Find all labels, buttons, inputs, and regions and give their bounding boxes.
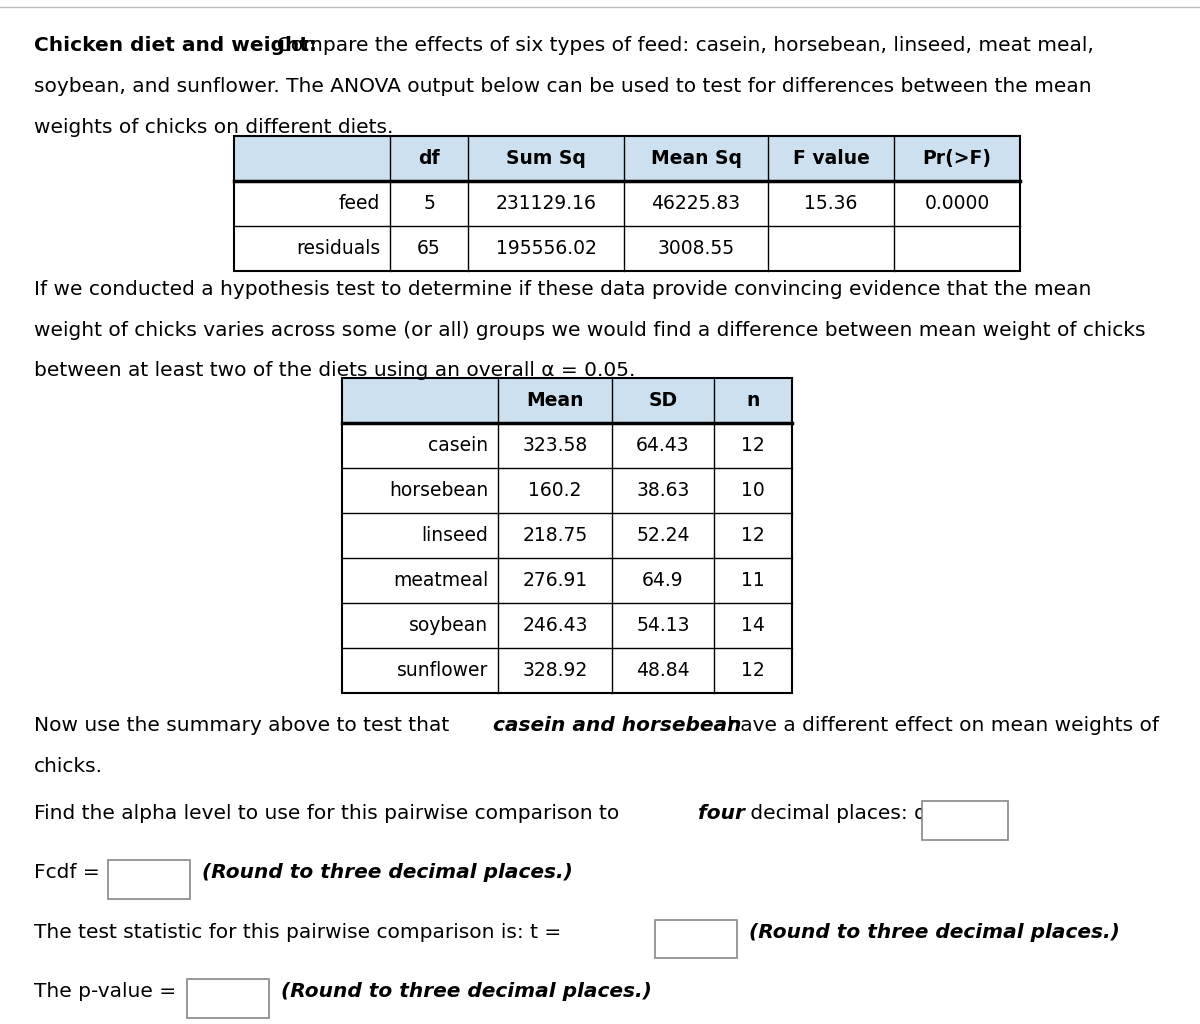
Text: SD: SD — [648, 391, 678, 410]
Text: 0.0000: 0.0000 — [924, 195, 990, 213]
Text: 12: 12 — [742, 662, 764, 680]
Text: decimal places: α =: decimal places: α = — [744, 804, 950, 823]
Text: 14: 14 — [742, 616, 764, 635]
Text: Now use the summary above to test that: Now use the summary above to test that — [34, 716, 455, 735]
Text: (Round to three decimal places.): (Round to three decimal places.) — [749, 923, 1120, 942]
Text: Mean Sq: Mean Sq — [650, 150, 742, 168]
Text: 5: 5 — [424, 195, 434, 213]
Text: weight of chicks varies across some (or all) groups we would find a difference b: weight of chicks varies across some (or … — [34, 321, 1145, 340]
Text: 12: 12 — [742, 526, 764, 545]
Text: 195556.02: 195556.02 — [496, 240, 596, 258]
Text: Compare the effects of six types of feed: casein, horsebean, linseed, meat meal,: Compare the effects of six types of feed… — [264, 36, 1094, 55]
Text: 48.84: 48.84 — [636, 662, 690, 680]
Text: Chicken diet and weight:: Chicken diet and weight: — [34, 36, 317, 55]
Text: 11: 11 — [742, 571, 764, 590]
Text: feed: feed — [340, 195, 380, 213]
Bar — [234, 136, 1020, 271]
FancyBboxPatch shape — [342, 378, 792, 423]
Text: Find the alpha level to use for this pairwise comparison to: Find the alpha level to use for this pai… — [34, 804, 625, 823]
Text: casein and horsebean: casein and horsebean — [493, 716, 742, 735]
Text: have a different effect on mean weights of: have a different effect on mean weights … — [721, 716, 1159, 735]
Text: The test statistic for this pairwise comparison is: t =: The test statistic for this pairwise com… — [34, 923, 568, 942]
Text: (Round to three decimal places.): (Round to three decimal places.) — [281, 982, 652, 1001]
FancyBboxPatch shape — [922, 801, 1008, 840]
Text: (Round to three decimal places.): (Round to three decimal places.) — [202, 863, 572, 883]
Text: 231129.16: 231129.16 — [496, 195, 596, 213]
FancyBboxPatch shape — [655, 920, 737, 958]
Text: 38.63: 38.63 — [636, 481, 690, 500]
FancyBboxPatch shape — [108, 860, 190, 899]
Text: residuals: residuals — [296, 240, 380, 258]
Text: 15.36: 15.36 — [804, 195, 858, 213]
Bar — [342, 378, 792, 693]
Text: 52.24: 52.24 — [636, 526, 690, 545]
Text: 323.58: 323.58 — [522, 436, 588, 455]
FancyBboxPatch shape — [187, 979, 269, 1018]
Text: four: four — [698, 804, 745, 823]
Text: meatmeal: meatmeal — [394, 571, 488, 590]
Text: 246.43: 246.43 — [522, 616, 588, 635]
Text: 54.13: 54.13 — [636, 616, 690, 635]
Text: chicks.: chicks. — [34, 757, 103, 776]
Text: 64.9: 64.9 — [642, 571, 684, 590]
Text: casein: casein — [428, 436, 488, 455]
Text: 10: 10 — [742, 481, 764, 500]
Text: 46225.83: 46225.83 — [652, 195, 740, 213]
Text: 12: 12 — [742, 436, 764, 455]
Text: between at least two of the diets using an overall α = 0.05.: between at least two of the diets using … — [34, 361, 635, 381]
Text: 160.2: 160.2 — [528, 481, 582, 500]
Text: 218.75: 218.75 — [522, 526, 588, 545]
Text: Sum Sq: Sum Sq — [506, 150, 586, 168]
Text: df: df — [418, 150, 440, 168]
Text: 3008.55: 3008.55 — [658, 240, 734, 258]
Text: horsebean: horsebean — [389, 481, 488, 500]
Text: If we conducted a hypothesis test to determine if these data provide convincing : If we conducted a hypothesis test to det… — [34, 280, 1091, 299]
Text: Pr(>F): Pr(>F) — [923, 150, 991, 168]
Text: soybean: soybean — [409, 616, 488, 635]
Text: soybean, and sunflower. The ANOVA output below can be used to test for differenc: soybean, and sunflower. The ANOVA output… — [34, 77, 1091, 96]
Text: weights of chicks on different diets.: weights of chicks on different diets. — [34, 118, 392, 137]
Text: 328.92: 328.92 — [522, 662, 588, 680]
Text: 64.43: 64.43 — [636, 436, 690, 455]
FancyBboxPatch shape — [234, 136, 1020, 181]
Text: Fcdf =: Fcdf = — [34, 863, 106, 883]
Text: 276.91: 276.91 — [522, 571, 588, 590]
Text: The p-value =: The p-value = — [34, 982, 182, 1001]
Text: F value: F value — [792, 150, 870, 168]
Text: 65: 65 — [418, 240, 440, 258]
Text: sunflower: sunflower — [397, 662, 488, 680]
Text: linseed: linseed — [421, 526, 488, 545]
Text: Mean: Mean — [527, 391, 583, 410]
Text: n: n — [746, 391, 760, 410]
